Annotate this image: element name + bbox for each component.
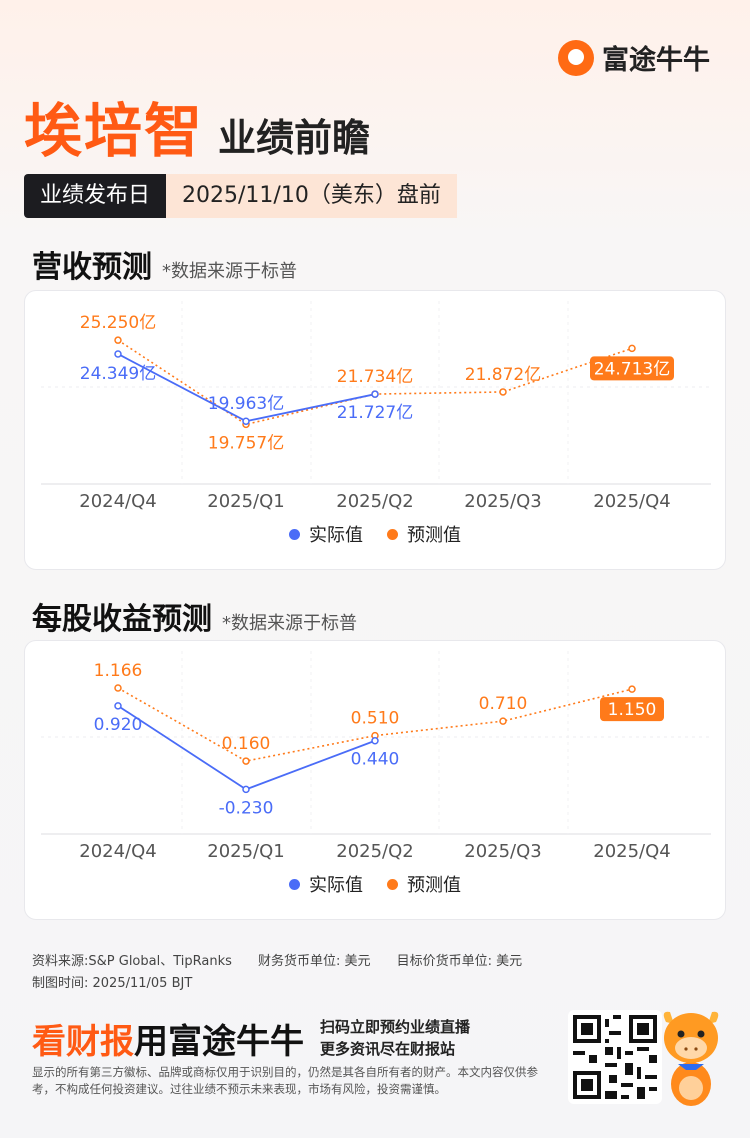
actual-dot-icon bbox=[289, 528, 300, 540]
revenue-section-title: 营收预测 *数据来源于标普 bbox=[32, 242, 297, 286]
bull-mascot-icon bbox=[663, 1011, 719, 1106]
revenue-legend: 实际值 预测值 bbox=[25, 521, 725, 547]
banner-cta: 扫码立即预约业绩直播 更多资讯尽在财报站 bbox=[320, 1016, 470, 1060]
forecast-point bbox=[628, 685, 636, 693]
revenue-chart-card: 2024/Q4 2025/Q1 2025/Q2 2025/Q3 2025/Q4 25.25… bbox=[24, 290, 726, 570]
company-name: 埃培智 bbox=[24, 97, 205, 165]
actual-data-label: 21.727亿 bbox=[337, 403, 413, 423]
x-tick-label: 2024/Q4 bbox=[79, 841, 157, 862]
x-tick-label: 2025/Q1 bbox=[207, 491, 285, 512]
financial-currency: 财务货币单位: 美元 bbox=[258, 954, 371, 969]
legend-forecast-label: 预测值 bbox=[407, 525, 461, 546]
data-source: 资料来源:S&P Global、TipRanks bbox=[32, 954, 232, 969]
forecast-point bbox=[114, 336, 122, 344]
forecast-data-label: 19.757亿 bbox=[208, 433, 284, 453]
qr-code-icon[interactable] bbox=[568, 1010, 662, 1104]
release-date-value: 2025/11/10（美东）盘前 bbox=[166, 174, 457, 218]
futu-logo-icon bbox=[558, 39, 594, 76]
bottom-banner: 看财报 用富途牛牛 bbox=[32, 1014, 304, 1063]
forecast-data-label: 0.510 bbox=[351, 709, 400, 729]
forecast-point bbox=[114, 684, 122, 692]
actual-point bbox=[371, 736, 379, 745]
x-tick-label: 2025/Q4 bbox=[593, 841, 671, 862]
forecast-point bbox=[499, 388, 507, 396]
page-title: 埃培智 业绩前瞻 bbox=[24, 84, 370, 168]
legend-forecast-label: 预测值 bbox=[407, 875, 461, 896]
actual-data-label: -0.230 bbox=[219, 798, 274, 818]
target-currency: 目标价货币单位: 美元 bbox=[396, 954, 523, 969]
x-tick-label: 2025/Q3 bbox=[464, 491, 542, 512]
actual-point bbox=[114, 702, 122, 710]
forecast-data-label: 21.872亿 bbox=[465, 365, 541, 385]
forecast-data-label: 1.150 bbox=[608, 700, 657, 720]
legend-forecast: 预测值 bbox=[387, 521, 461, 547]
actual-point bbox=[114, 350, 122, 358]
x-tick-label: 2025/Q2 bbox=[336, 841, 414, 862]
actual-point bbox=[242, 417, 250, 425]
page-subtitle: 业绩前瞻 bbox=[218, 116, 371, 160]
banner-part2: 用富途牛牛 bbox=[134, 1022, 304, 1062]
actual-data-label: 0.440 bbox=[351, 750, 400, 770]
forecast-data-label: 0.710 bbox=[479, 694, 528, 714]
legend-actual-label: 实际值 bbox=[309, 875, 363, 896]
eps-chart: 2024/Q4 2025/Q1 2025/Q2 2025/Q3 2025/Q4 1.166… bbox=[41, 651, 711, 862]
legend-actual-label: 实际值 bbox=[309, 525, 363, 546]
legend-forecast: 预测值 bbox=[387, 871, 461, 897]
qr-pattern bbox=[573, 1015, 657, 1099]
footer-meta-line2: 制图时间: 2025/11/05 BJT bbox=[32, 972, 214, 991]
brand-name: 富途牛牛 bbox=[602, 45, 710, 76]
eps-chart-card: 2024/Q4 2025/Q1 2025/Q2 2025/Q3 2025/Q4 1.166… bbox=[24, 640, 726, 920]
disclaimer: 显示的所有第三方徽标、品牌或商标仅用于识别目的，仍然是其各自所有者的财产。本文内… bbox=[32, 1065, 538, 1096]
actual-data-label: 19.963亿 bbox=[208, 394, 284, 414]
forecast-data-label: 1.166 bbox=[94, 661, 143, 681]
legend-actual: 实际值 bbox=[289, 521, 363, 547]
forecast-series-line bbox=[117, 687, 633, 762]
banner-part1: 看财报 bbox=[32, 1022, 134, 1062]
forecast-point bbox=[628, 344, 636, 353]
footer-meta-line1: 资料来源:S&P Global、TipRanks 财务货币单位: 美元 目标价货… bbox=[32, 950, 544, 969]
revenue-title: 营收预测 bbox=[32, 250, 152, 285]
forecast-data-label: 0.160 bbox=[222, 734, 271, 754]
forecast-highlight-badge bbox=[590, 356, 674, 381]
actual-data-label: 0.920 bbox=[94, 715, 143, 735]
forecast-point bbox=[499, 717, 507, 725]
release-date-label: 业绩发布日 bbox=[24, 174, 167, 218]
legend-actual: 实际值 bbox=[289, 871, 363, 897]
eps-section-title: 每股收益预测 *数据来源于标普 bbox=[32, 594, 357, 638]
x-tick-label: 2025/Q4 bbox=[593, 491, 671, 512]
cta-line2: 更多资讯尽在财报站 bbox=[320, 1040, 456, 1058]
forecast-point bbox=[242, 757, 250, 765]
forecast-dot-icon bbox=[387, 878, 398, 890]
x-tick-label: 2025/Q2 bbox=[336, 491, 414, 512]
brand: 富途牛牛 bbox=[558, 38, 710, 77]
actual-point bbox=[371, 390, 379, 398]
x-tick-label: 2025/Q1 bbox=[207, 841, 285, 862]
cta-line1: 扫码立即预约业绩直播 bbox=[320, 1018, 471, 1036]
forecast-data-label: 25.250亿 bbox=[80, 313, 156, 333]
x-tick-label: 2025/Q3 bbox=[464, 841, 542, 862]
eps-source: *数据来源于标普 bbox=[222, 613, 357, 634]
x-tick-label: 2024/Q4 bbox=[79, 491, 157, 512]
actual-dot-icon bbox=[289, 878, 300, 890]
eps-legend: 实际值 预测值 bbox=[25, 871, 725, 897]
actual-data-label: 24.349亿 bbox=[80, 364, 156, 384]
revenue-chart: 2024/Q4 2025/Q1 2025/Q2 2025/Q3 2025/Q4 25.25… bbox=[41, 301, 711, 512]
eps-title: 每股收益预测 bbox=[32, 602, 212, 637]
forecast-dot-icon bbox=[387, 528, 398, 540]
forecast-data-label: 24.713亿 bbox=[594, 359, 670, 379]
made-time: 制图时间: 2025/11/05 BJT bbox=[32, 976, 193, 991]
release-date: 业绩发布日 2025/11/10（美东）盘前 bbox=[24, 174, 457, 218]
forecast-data-label: 21.734亿 bbox=[337, 367, 413, 387]
revenue-source: *数据来源于标普 bbox=[162, 261, 297, 282]
actual-point bbox=[242, 785, 250, 794]
forecast-highlight-badge bbox=[600, 697, 664, 722]
